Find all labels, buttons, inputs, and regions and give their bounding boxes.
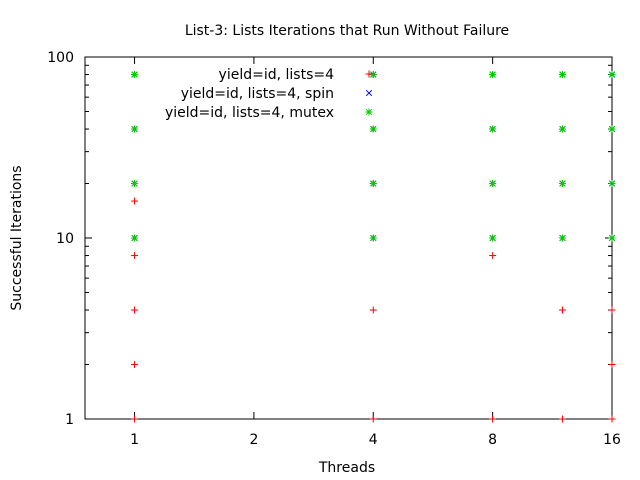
data-point (558, 180, 566, 188)
data-point (131, 180, 139, 188)
data-point (369, 306, 377, 314)
data-point (608, 234, 616, 242)
data-point (489, 125, 497, 133)
legend-marker (365, 108, 373, 116)
y-tick-label: 1 (65, 412, 74, 428)
chart-title: List-3: Lists Iterations that Run Withou… (185, 23, 509, 39)
data-point (558, 234, 566, 242)
data-point (489, 180, 497, 188)
legend-entry: yield=id, lists=4, mutex (165, 105, 373, 121)
x-tick-label: 2 (249, 432, 258, 448)
data-point (369, 234, 377, 242)
data-point (558, 306, 566, 314)
data-point (558, 125, 566, 133)
series-3 (131, 71, 616, 242)
legend-marker (365, 70, 373, 78)
data-point (489, 234, 497, 242)
data-points (131, 71, 616, 423)
y-axis-label: Successful Iterations (9, 165, 25, 310)
legend-marker (365, 89, 373, 97)
data-point (608, 415, 616, 423)
data-point (131, 197, 139, 205)
data-point (131, 71, 139, 79)
y-axis: 1 10 100 (47, 50, 612, 428)
x-tick-label: 4 (369, 432, 378, 448)
data-point (131, 306, 139, 314)
y-tick-label: 10 (56, 231, 74, 247)
data-point (131, 252, 139, 260)
data-point (608, 306, 616, 314)
y-tick-label: 100 (47, 50, 74, 66)
data-point (131, 234, 139, 242)
legend-entry: yield=id, lists=4 (219, 67, 373, 83)
data-point (489, 415, 497, 423)
data-point (608, 71, 616, 79)
data-point (369, 180, 377, 188)
data-point (489, 71, 497, 79)
data-point (131, 361, 139, 369)
legend: yield=id, lists=4 yield=id, lists=4, spin… (165, 67, 373, 121)
series-1 (131, 71, 616, 423)
x-tick-label: 8 (488, 432, 497, 448)
data-point (558, 71, 566, 79)
legend-label: yield=id, lists=4, spin (181, 86, 334, 102)
data-point (608, 125, 616, 133)
legend-label: yield=id, lists=4, mutex (165, 105, 334, 121)
data-point (369, 71, 377, 79)
data-point (489, 252, 497, 260)
data-point (131, 125, 139, 133)
x-axis-label: Threads (318, 460, 375, 476)
data-point (608, 361, 616, 369)
x-tick-label: 1 (130, 432, 139, 448)
data-point (608, 180, 616, 188)
legend-entry: yield=id, lists=4, spin (181, 86, 373, 102)
data-point (369, 125, 377, 133)
legend-label: yield=id, lists=4 (219, 67, 335, 83)
data-point (369, 415, 377, 423)
data-point (558, 415, 566, 423)
data-point (131, 415, 139, 423)
x-tick-label: 16 (603, 432, 621, 448)
